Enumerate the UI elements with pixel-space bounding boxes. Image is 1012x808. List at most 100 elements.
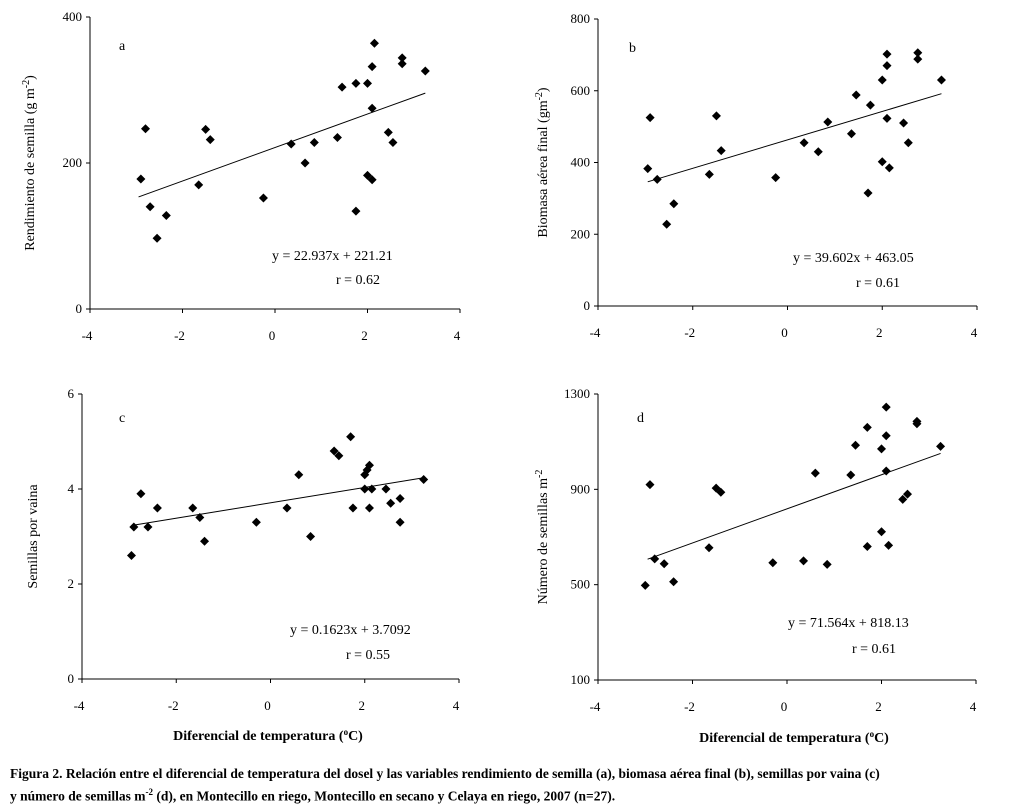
- x-tick-label: 2: [359, 698, 366, 713]
- y-axis-label: Semillas por vaina: [26, 484, 41, 589]
- data-point: [877, 157, 887, 167]
- data-point: [810, 468, 820, 478]
- data-point: [822, 559, 832, 569]
- caption-line-1: Figura 2. Relación entre el diferencial …: [10, 766, 880, 781]
- y-tick-label: 100: [571, 672, 591, 687]
- data-point: [145, 202, 155, 212]
- data-point: [716, 146, 726, 156]
- y-tick-label: 400: [63, 9, 83, 24]
- data-point: [913, 54, 923, 64]
- data-point: [882, 113, 892, 123]
- data-point: [367, 175, 377, 185]
- data-point: [862, 422, 872, 432]
- y-tick-label: 800: [571, 11, 591, 26]
- caption-superscript: -2: [145, 787, 154, 797]
- data-point: [669, 577, 679, 587]
- data-point: [704, 169, 714, 179]
- data-point: [351, 206, 361, 216]
- data-point: [846, 129, 856, 139]
- x-tick-label: -2: [174, 328, 185, 343]
- data-point: [877, 527, 886, 537]
- x-tick-label: -4: [590, 325, 601, 340]
- data-point: [863, 188, 873, 198]
- data-point: [337, 82, 347, 92]
- data-point: [367, 62, 377, 72]
- data-point: [711, 111, 721, 121]
- data-point: [383, 127, 393, 137]
- y-tick-label: 600: [571, 83, 591, 98]
- x-tick-label: 0: [781, 325, 788, 340]
- x-tick-label: 2: [876, 325, 883, 340]
- x-tick-label: 4: [453, 698, 460, 713]
- y-axis-label: Número de semillas m-2: [534, 470, 552, 605]
- x-tick-label: -4: [82, 328, 93, 343]
- x-tick-label: -4: [590, 699, 601, 714]
- data-point: [161, 211, 171, 221]
- regression-equation: y = 22.937x + 221.21: [272, 249, 393, 264]
- data-point: [902, 489, 912, 499]
- data-point: [294, 470, 304, 480]
- data-point: [799, 556, 809, 566]
- regression-line: [647, 452, 941, 560]
- y-tick-label: 1300: [564, 386, 590, 401]
- data-point: [877, 444, 886, 454]
- data-point: [386, 498, 396, 508]
- data-point: [645, 113, 655, 123]
- data-point: [884, 163, 894, 173]
- correlation-coefficient: r = 0.61: [852, 642, 896, 657]
- data-point: [136, 174, 146, 184]
- regression-equation: y = 39.602x + 463.05: [793, 251, 914, 266]
- y-axis-label: Rendimiento de semilla (g m-2): [21, 75, 39, 251]
- data-point: [898, 494, 908, 504]
- data-point: [395, 517, 405, 527]
- y-tick-label: 0: [584, 298, 591, 313]
- y-tick-label: 200: [63, 155, 83, 170]
- data-point: [397, 53, 407, 63]
- data-point: [882, 49, 892, 59]
- data-point: [851, 440, 861, 450]
- y-tick-label: 900: [571, 481, 591, 496]
- y-tick-label: 200: [571, 226, 591, 241]
- regression-line: [138, 92, 426, 198]
- regression-equation: y = 71.564x + 818.13: [788, 616, 909, 631]
- data-point: [201, 124, 211, 134]
- data-point: [716, 487, 726, 497]
- data-point: [884, 540, 894, 550]
- data-point: [813, 147, 823, 157]
- data-point: [360, 484, 370, 494]
- data-point: [851, 90, 861, 100]
- data-point: [334, 451, 344, 461]
- data-point: [669, 199, 679, 209]
- x-tick-label: 2: [361, 328, 368, 343]
- correlation-coefficient: r = 0.62: [336, 273, 380, 288]
- data-point: [881, 466, 891, 476]
- x-tick-label: 0: [269, 328, 276, 343]
- chart-panel-a: 0 200 400 -4 -2 0 2 4 Rendimiento de semilla (g …: [21, 9, 461, 343]
- x-tick-label: 4: [971, 325, 978, 340]
- data-point: [194, 180, 204, 190]
- data-point: [346, 432, 356, 442]
- caption-line-2-end: (d), en Montecillo en riego, Montecillo …: [153, 788, 616, 804]
- data-point: [258, 193, 268, 203]
- data-point: [388, 138, 398, 148]
- panel-label: d: [637, 411, 644, 426]
- data-point: [662, 219, 672, 229]
- data-point: [877, 75, 887, 85]
- data-point: [351, 78, 361, 88]
- data-point: [419, 475, 429, 484]
- data-point: [367, 484, 377, 494]
- y-tick-label: 0: [76, 301, 83, 316]
- y-tick-label: 4: [68, 481, 75, 496]
- data-point: [771, 173, 781, 183]
- data-point: [129, 522, 139, 532]
- caption-line-2: y número de semillas m: [10, 788, 146, 804]
- data-point: [286, 139, 296, 149]
- chart-panel-b: 0 200 400 600 800 -4 -2 0 2 4 Biomasa aérea final …: [534, 11, 978, 340]
- data-point: [881, 402, 891, 412]
- data-point: [913, 48, 923, 58]
- data-point: [152, 233, 162, 243]
- y-tick-label: 500: [571, 577, 591, 592]
- data-point: [126, 551, 136, 560]
- data-point: [912, 416, 922, 426]
